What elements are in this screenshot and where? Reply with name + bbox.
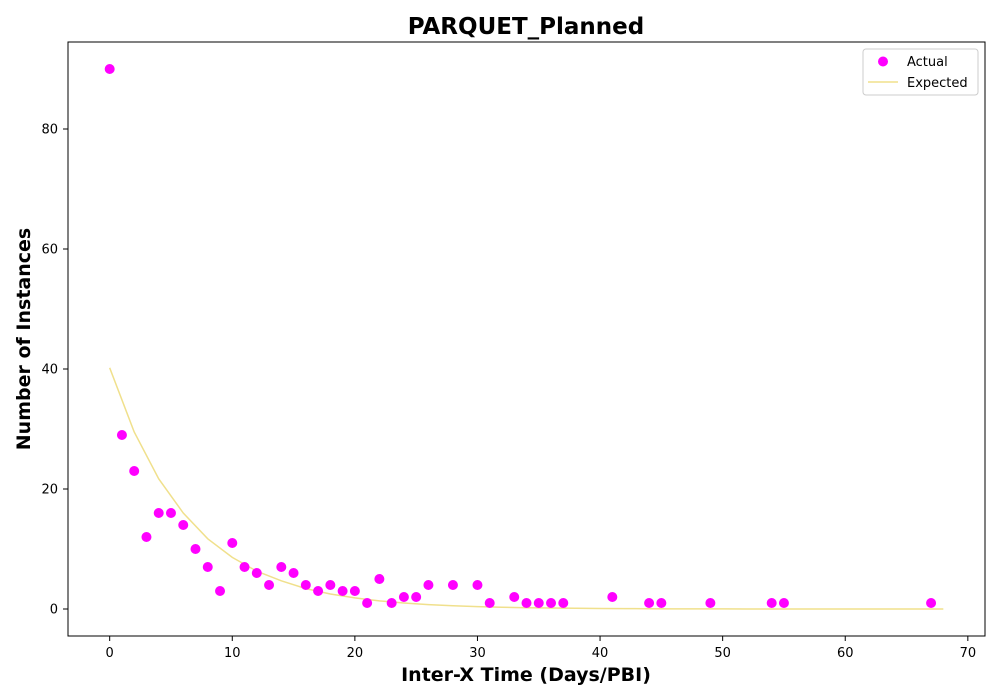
x-tick-label: 40: [592, 646, 609, 661]
data-point: [926, 598, 937, 608]
data-point: [558, 598, 569, 608]
data-point: [276, 562, 287, 572]
legend-label-actual: Actual: [907, 55, 948, 70]
x-axis-label: Inter-X Time (Days/PBI): [401, 664, 651, 686]
data-point: [165, 508, 176, 518]
y-tick-label: 60: [41, 243, 58, 258]
data-point: [313, 586, 324, 596]
data-point: [472, 580, 483, 590]
data-point: [509, 592, 520, 602]
data-point: [423, 580, 434, 590]
plot-frame: [67, 41, 986, 637]
y-tick-label: 0: [50, 603, 58, 618]
data-point: [300, 580, 311, 590]
data-point: [546, 598, 557, 608]
data-point: [349, 586, 360, 596]
data-point: [386, 598, 397, 608]
data-point: [398, 592, 409, 602]
legend-label-expected: Expected: [907, 76, 968, 91]
data-point: [521, 598, 532, 608]
data-point: [288, 568, 299, 578]
x-tick-label: 20: [347, 646, 364, 661]
data-point: [337, 586, 348, 596]
data-point: [778, 598, 789, 608]
x-tick-label: 50: [714, 646, 731, 661]
axis-ticks: 0 10 20 30 40 50 60 70 0 20 40 60 80: [41, 123, 976, 662]
data-point: [215, 586, 226, 596]
data-point: [374, 574, 385, 584]
data-point: [104, 64, 115, 74]
data-point: [325, 580, 336, 590]
x-tick-label: 30: [469, 646, 486, 661]
data-point: [202, 562, 213, 572]
y-tick-label: 20: [41, 483, 58, 498]
legend-frame: [862, 48, 979, 96]
y-axis-label: Number of Instances: [13, 228, 35, 450]
data-point: [766, 598, 777, 608]
data-point: [239, 562, 250, 572]
legend-marker-actual: [878, 56, 888, 67]
x-tick-label: 10: [224, 646, 241, 661]
y-tick-label: 40: [41, 363, 58, 378]
data-point: [607, 592, 618, 602]
data-point: [129, 466, 140, 476]
x-tick-label: 60: [837, 646, 854, 661]
data-point: [153, 508, 164, 518]
x-tick-label: 70: [960, 646, 977, 661]
data-point: [533, 598, 544, 608]
x-tick-label: 0: [106, 646, 114, 661]
data-point: [141, 532, 152, 542]
data-point: [116, 430, 127, 440]
data-point: [264, 580, 275, 590]
data-point: [362, 598, 373, 608]
y-tick-label: 80: [41, 123, 58, 138]
data-point: [251, 568, 262, 578]
data-point: [411, 592, 422, 602]
data-point: [656, 598, 667, 608]
data-point: [644, 598, 655, 608]
data-point: [227, 538, 238, 548]
data-point: [178, 520, 189, 530]
data-point: [705, 598, 716, 608]
data-point: [190, 544, 201, 554]
chart-title: PARQUET_Planned: [408, 14, 644, 40]
data-point: [447, 580, 458, 590]
plot-area: [104, 64, 944, 610]
data-point: [484, 598, 495, 608]
legend: Actual Expected: [862, 48, 979, 96]
